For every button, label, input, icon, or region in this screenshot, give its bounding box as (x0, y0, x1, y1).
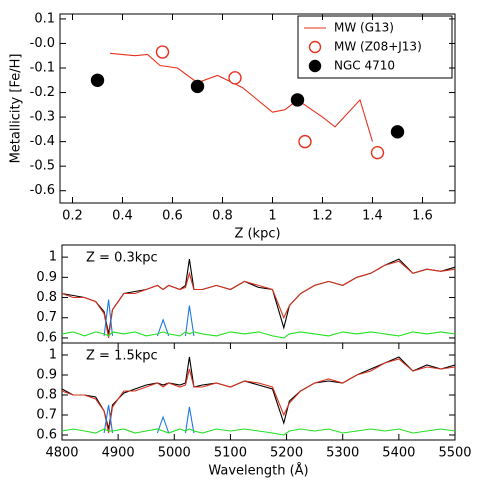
legend-label: NGC 4710 (334, 59, 395, 73)
series-line (103, 299, 195, 337)
y-tick-label: 0.7 (36, 408, 57, 423)
y-tick-label: 0.9 (36, 270, 57, 285)
y-tick-label: 1 (49, 348, 57, 363)
panel-label: Z = 0.3kpc (86, 251, 158, 266)
x-tick-label: 5400 (382, 446, 415, 461)
x-tick-label: 5500 (438, 446, 471, 461)
point (290, 93, 305, 107)
point (155, 45, 170, 59)
y-tick-label: -0.4 (30, 134, 55, 149)
y-tick-label: -0.5 (30, 159, 55, 174)
y-tick-label: 1 (49, 250, 57, 265)
series-line (61, 258, 456, 335)
point (90, 73, 105, 87)
x-axis-label: Z (kpc) (234, 227, 280, 242)
series-line (109, 52, 374, 142)
x-tick-label: 5200 (270, 446, 303, 461)
series-line (61, 356, 456, 430)
y-tick-label: -0.1 (30, 61, 55, 76)
y-tick-label: -0.2 (30, 85, 55, 100)
y-tick-label: 0.7 (36, 310, 57, 325)
y-tick-label: 0.8 (36, 388, 57, 403)
y-tick-label: -0.0 (30, 36, 55, 51)
x-tick-label: 0.2 (62, 209, 83, 224)
y-tick-label: 0.1 (34, 11, 55, 26)
legend-swatch (308, 40, 322, 54)
series-line (61, 260, 456, 339)
panel-label: Z = 1.5kpc (86, 349, 158, 364)
x-tick-label: 5300 (326, 446, 359, 461)
y-tick-label: 0.6 (36, 428, 57, 443)
x-tick-label: 5000 (158, 446, 191, 461)
x-tick-label: 0.4 (112, 209, 133, 224)
legend-swatch (308, 59, 322, 73)
y-tick-label: -0.6 (30, 183, 55, 198)
x-tick-label: 1.6 (412, 209, 433, 224)
x-tick-label: 1.2 (312, 209, 333, 224)
point (190, 79, 205, 94)
x-tick-label: 1.4 (362, 209, 383, 224)
y-tick-label: 0.8 (36, 290, 57, 305)
axes-frame (59, 13, 456, 204)
y-axis-label: Metallicity [Fe/H] (9, 54, 24, 164)
y-tick-label: -0.3 (30, 110, 55, 125)
x-tick-label: 4800 (45, 446, 78, 461)
x-tick-label: 0.6 (162, 209, 183, 224)
legend-label: MW (G13) (334, 21, 394, 35)
series-line (61, 358, 456, 434)
x-tick-label: 5100 (214, 446, 247, 461)
x-tick-label: 4900 (102, 446, 135, 461)
point (298, 134, 312, 149)
x-tick-label: 0.8 (212, 209, 233, 224)
point (390, 125, 405, 139)
series-line (61, 428, 456, 436)
legend-label: MW (Z08+J13) (334, 40, 422, 54)
y-tick-label: 0.6 (36, 330, 57, 345)
y-tick-label: 0.9 (36, 368, 57, 383)
legend-box (297, 15, 453, 79)
series-line (103, 404, 195, 434)
series-line (61, 331, 456, 339)
point (370, 145, 385, 160)
x-axis-label: Wavelength (Å) (208, 463, 308, 479)
x-tick-label: 1 (268, 209, 276, 224)
point (228, 71, 242, 85)
